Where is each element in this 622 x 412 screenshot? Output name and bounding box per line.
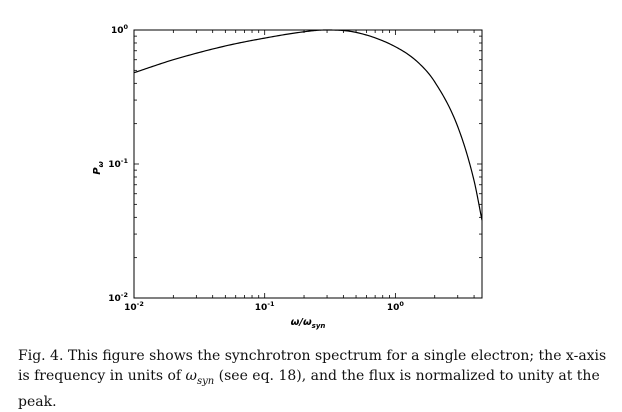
synchrotron-chart: 10-2 10-1 100 10-2 10-1 100 ω/ωsyn Pω [92,23,483,330]
y-tick-label: 10-2 [108,291,128,304]
x-tick-label: 100 [387,300,405,313]
y-tick-label: 10-1 [108,157,128,170]
y-axis-ticks: 10-2 10-1 100 [108,23,482,304]
x-axis-ticks: 10-2 10-1 100 [124,30,475,313]
x-tick-label: 10-1 [255,300,275,313]
plot-frame [133,29,483,299]
figure-caption: Fig. 4. This figure shows the synchrotro… [18,348,607,410]
series-line-spectrum [133,29,483,221]
y-tick-label: 100 [111,23,129,36]
x-axis-label: ω/ωsyn [291,317,326,330]
y-axis-label: Pω [92,161,105,174]
x-tick-label: 10-2 [124,300,144,313]
